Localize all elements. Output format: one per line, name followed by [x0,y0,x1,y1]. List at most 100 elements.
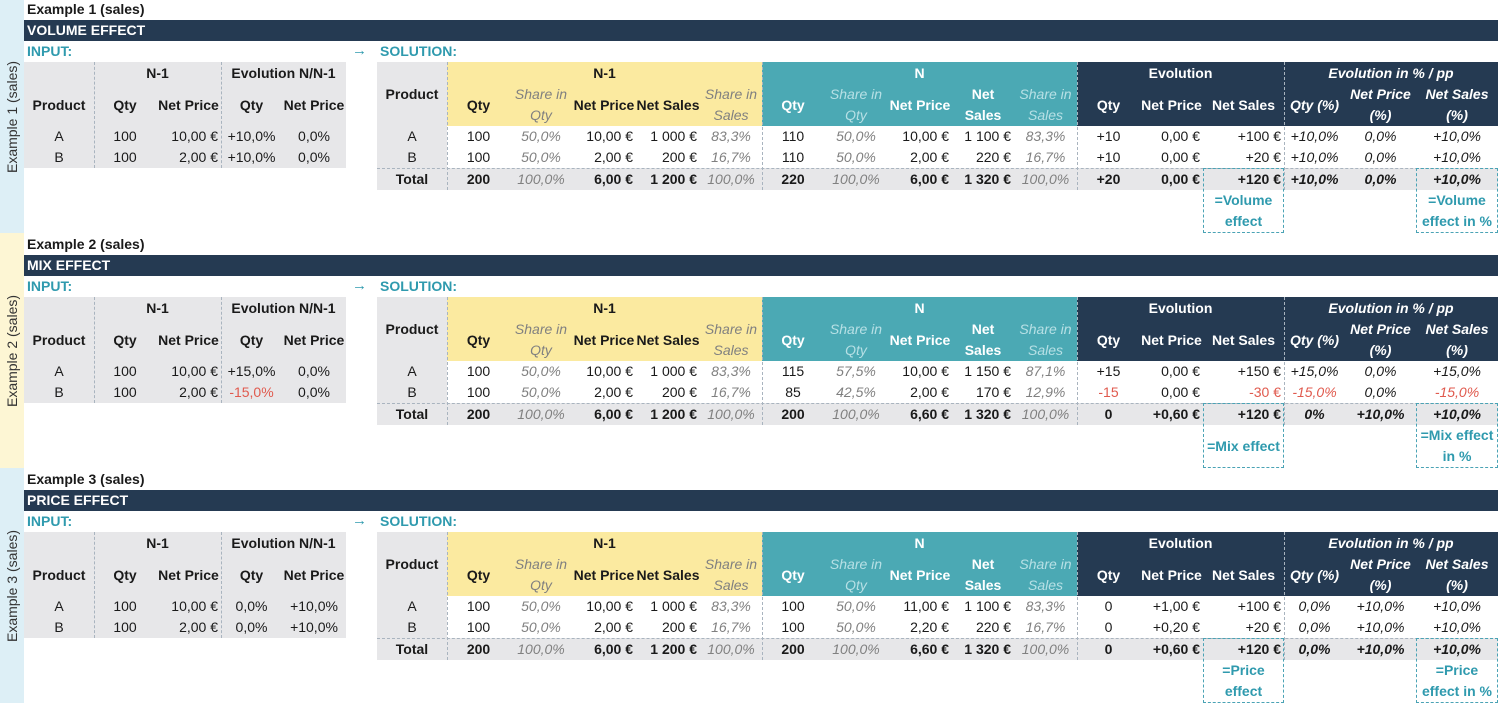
input-divider [94,297,95,403]
input-product-bg [24,361,94,403]
input-col-qty: Qty [113,566,137,583]
solution-total-cell: 100,0% [707,405,755,422]
solution-cell: +20 € [1245,149,1281,165]
input-col-net-price: Net Price [158,331,219,348]
solution-cell: 2,00 € [594,149,633,165]
solution-total-cell: 100,0% [832,170,880,187]
volume-effect-pct-box [1416,168,1498,233]
solution-cell: 100 [466,128,491,144]
solution-cell: 1 000 € [650,363,697,379]
solution-total-cell: +10,0% [1290,170,1339,187]
header-text: Share in Sales [1019,321,1072,358]
solution-cell: 0 [1104,619,1113,635]
header-text: Net Price [1141,331,1202,348]
solution-group-evolution-pct: Evolution in % / pp [1284,532,1498,554]
header-text: Net Price (%) [1350,86,1411,123]
header-text: Net Sales [964,556,1002,593]
solution-col-net-price: Net Price [888,319,952,361]
header-text: Qty [466,566,491,583]
solution-cell: 0 [1104,598,1113,614]
header-text: Qty [1096,331,1121,348]
header-text: Net Sales [1211,96,1276,113]
input-header-n1: N-1 [146,299,169,316]
solution-cell: +15 [1096,363,1121,379]
input-divider [94,62,95,168]
solution-cell: 16,7% [711,384,751,400]
input-col-product: Product [32,331,86,348]
header-text: Share in Qty [829,556,883,593]
effect-note-pct: =Price effect in % [1421,662,1492,699]
sidebar-label: Example 1 (sales) [4,60,20,173]
solution-total-cell: +10,0% [1356,405,1405,422]
solution-col-net-price: Net Price [1140,319,1203,361]
solution-total-cell: 0 [1104,405,1113,422]
solution-cell: 0,0% [1298,598,1331,614]
solution-cell: 83,3% [1025,128,1066,144]
solution-total-cell: +120 € [1237,170,1281,187]
solution-cell: B [407,149,417,165]
input-cell: 100 [113,619,137,635]
input-label: INPUT: [27,513,73,529]
input-cell: B [54,149,64,165]
solution-cell: 10,00 € [586,363,633,379]
solution-cell: 50,0% [836,149,876,165]
solution-total-cell: +10,0% [1433,405,1481,422]
input-cell: 0,0% [235,619,268,635]
solution-cell: 100 [466,363,491,379]
solution-total-cell: 6,60 € [910,405,949,422]
input-cell: 100 [113,384,137,400]
solution-cell: 1 100 € [964,128,1011,144]
input-body-bg [94,361,346,403]
solution-cell: 100 [781,598,805,614]
solution-col-share-sales: Share in Sales [1014,554,1077,596]
solution-col-net-price: Net Price [572,319,636,361]
input-cell: 0,0% [298,363,330,379]
solution-cell: 50,0% [521,384,561,400]
solution-col-share-sales: Share in Sales [700,554,762,596]
input-cell: 2,00 € [179,619,218,635]
header-text: Net Price (%) [1350,321,1411,358]
input-col-net-price: Net Price [158,566,219,583]
solution-total-cell: 100,0% [1021,640,1070,657]
solution-col-net-sales: Net Sales [952,84,1014,126]
solution-cell: 50,0% [836,598,876,614]
header-text: Share in Qty [514,321,568,358]
solution-divider [1077,297,1078,425]
solution-col-net-price-pct: Net Price (%) [1345,319,1416,361]
solution-cell: 100 [466,619,491,635]
solution-col-share-qty: Share in Qty [510,319,572,361]
header-text: Qty (%) [1290,331,1339,348]
header-text: Qty [466,331,491,348]
solution-cell: 16,7% [1025,149,1066,165]
solution-total-cell: 100,0% [517,640,565,657]
solution-col-net-sales: Net Sales [1203,319,1284,361]
solution-cell: 16,7% [1025,619,1066,635]
input-col-qty: Qty [113,96,137,113]
solution-col-qty-pct: Qty (%) [1284,554,1345,596]
header-text: Share in Qty [829,86,883,123]
input-divider [221,62,222,168]
solution-col-qty: Qty [447,554,510,596]
solution-cell: -15,0% [1292,384,1337,400]
solution-col-net-sales-pct: Net Sales (%) [1416,554,1498,596]
solution-total-cell: 6,00 € [594,170,633,187]
input-cell: 2,00 € [179,149,218,165]
input-cell: 0,0% [298,128,330,144]
solution-cell: 42,5% [836,384,876,400]
input-cell: A [54,598,64,614]
sidebar-label: Example 2 (sales) [4,294,20,407]
solution-divider [1284,62,1285,190]
solution-cell: 2,00 € [594,384,633,400]
solution-group-evolution: Evolution [1077,297,1284,319]
solution-divider [447,62,448,190]
solution-cell: +10,0% [1356,619,1405,635]
solution-group-evolution-pct: Evolution in % / pp [1284,62,1498,84]
solution-col-share-qty: Share in Qty [510,84,572,126]
solution-total-cell: 100,0% [707,170,755,187]
solution-col-share-qty: Share in Qty [824,554,888,596]
volume-effect-box [1203,403,1284,468]
effect-note: =Volume effect [1214,192,1273,229]
header-text: Share in Sales [1019,556,1072,593]
solution-cell: 220 € [975,149,1011,165]
